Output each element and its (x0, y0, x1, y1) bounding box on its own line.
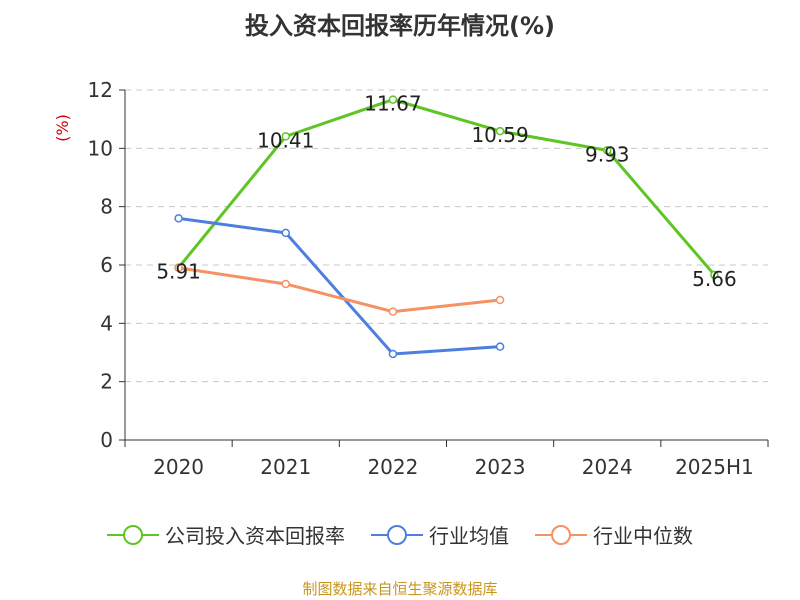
legend-item[interactable]: 公司投入资本回报率 (107, 520, 345, 549)
y-tick-label: 4 (100, 311, 113, 335)
legend-label: 行业中位数 (593, 524, 693, 548)
x-tick-label: 2023 (475, 455, 526, 479)
x-tick-label: 2020 (153, 455, 204, 479)
legend-marker-icon (107, 523, 159, 547)
data-point (495, 126, 505, 136)
legend-marker-icon (535, 523, 587, 547)
y-tick-label: 2 (100, 370, 113, 394)
data-label: 9.93 (585, 142, 630, 166)
data-point (281, 132, 290, 141)
axes: 0 2 4 6 8 10 12 (%) 2020 2021 2022 2023 2024 2025H1 (53, 78, 769, 479)
y-axis-label: (%) (53, 114, 72, 142)
series-lines (177, 98, 716, 356)
y-tick-label: 6 (100, 253, 113, 277)
data-label: 5.66 (692, 267, 737, 291)
legend-item[interactable]: 行业中位数 (535, 520, 693, 549)
data-point (495, 342, 505, 351)
series-line-1 (178, 216, 501, 356)
data-point (281, 228, 290, 238)
y-tick-label: 10 (88, 136, 113, 160)
x-tick-label: 2022 (367, 455, 418, 479)
y-tick-label: 12 (88, 78, 113, 102)
data-point (495, 295, 505, 305)
legend-marker-icon (371, 523, 423, 547)
series-points (174, 95, 719, 359)
legend-label: 行业均值 (429, 524, 509, 548)
data-point (388, 349, 398, 359)
y-tick-label: 8 (100, 195, 113, 219)
data-label: 10.59 (471, 123, 528, 147)
data-point (388, 307, 398, 316)
x-tick-label: 2021 (260, 455, 311, 479)
data-label: 5.91 (156, 260, 201, 284)
y-tick-label: 0 (100, 428, 113, 452)
x-tick-label: 2024 (582, 455, 633, 479)
data-label: 11.67 (364, 92, 421, 116)
data-point (281, 279, 290, 289)
x-tick-label: 2025H1 (675, 455, 754, 479)
data-point (710, 270, 719, 280)
data-labels: 5.91 10.41 11.67 10.59 9.93 5.66 (156, 92, 736, 291)
data-point (603, 146, 612, 155)
series-line-2 (178, 266, 501, 314)
legend: 公司投入资本回报率 行业均值 行业中位数 (0, 520, 800, 549)
data-label: 10.41 (257, 128, 314, 152)
data-point (388, 95, 398, 104)
legend-item[interactable]: 行业均值 (371, 520, 509, 549)
data-point (174, 214, 183, 223)
chart-title: 投入资本回报率历年情况(%) (245, 12, 555, 40)
source-footer: 制图数据来自恒生聚源数据库 (302, 580, 498, 598)
series-line-0 (177, 98, 716, 276)
data-point (174, 263, 183, 273)
legend-label: 公司投入资本回报率 (165, 524, 345, 548)
grid-lines (125, 89, 768, 383)
